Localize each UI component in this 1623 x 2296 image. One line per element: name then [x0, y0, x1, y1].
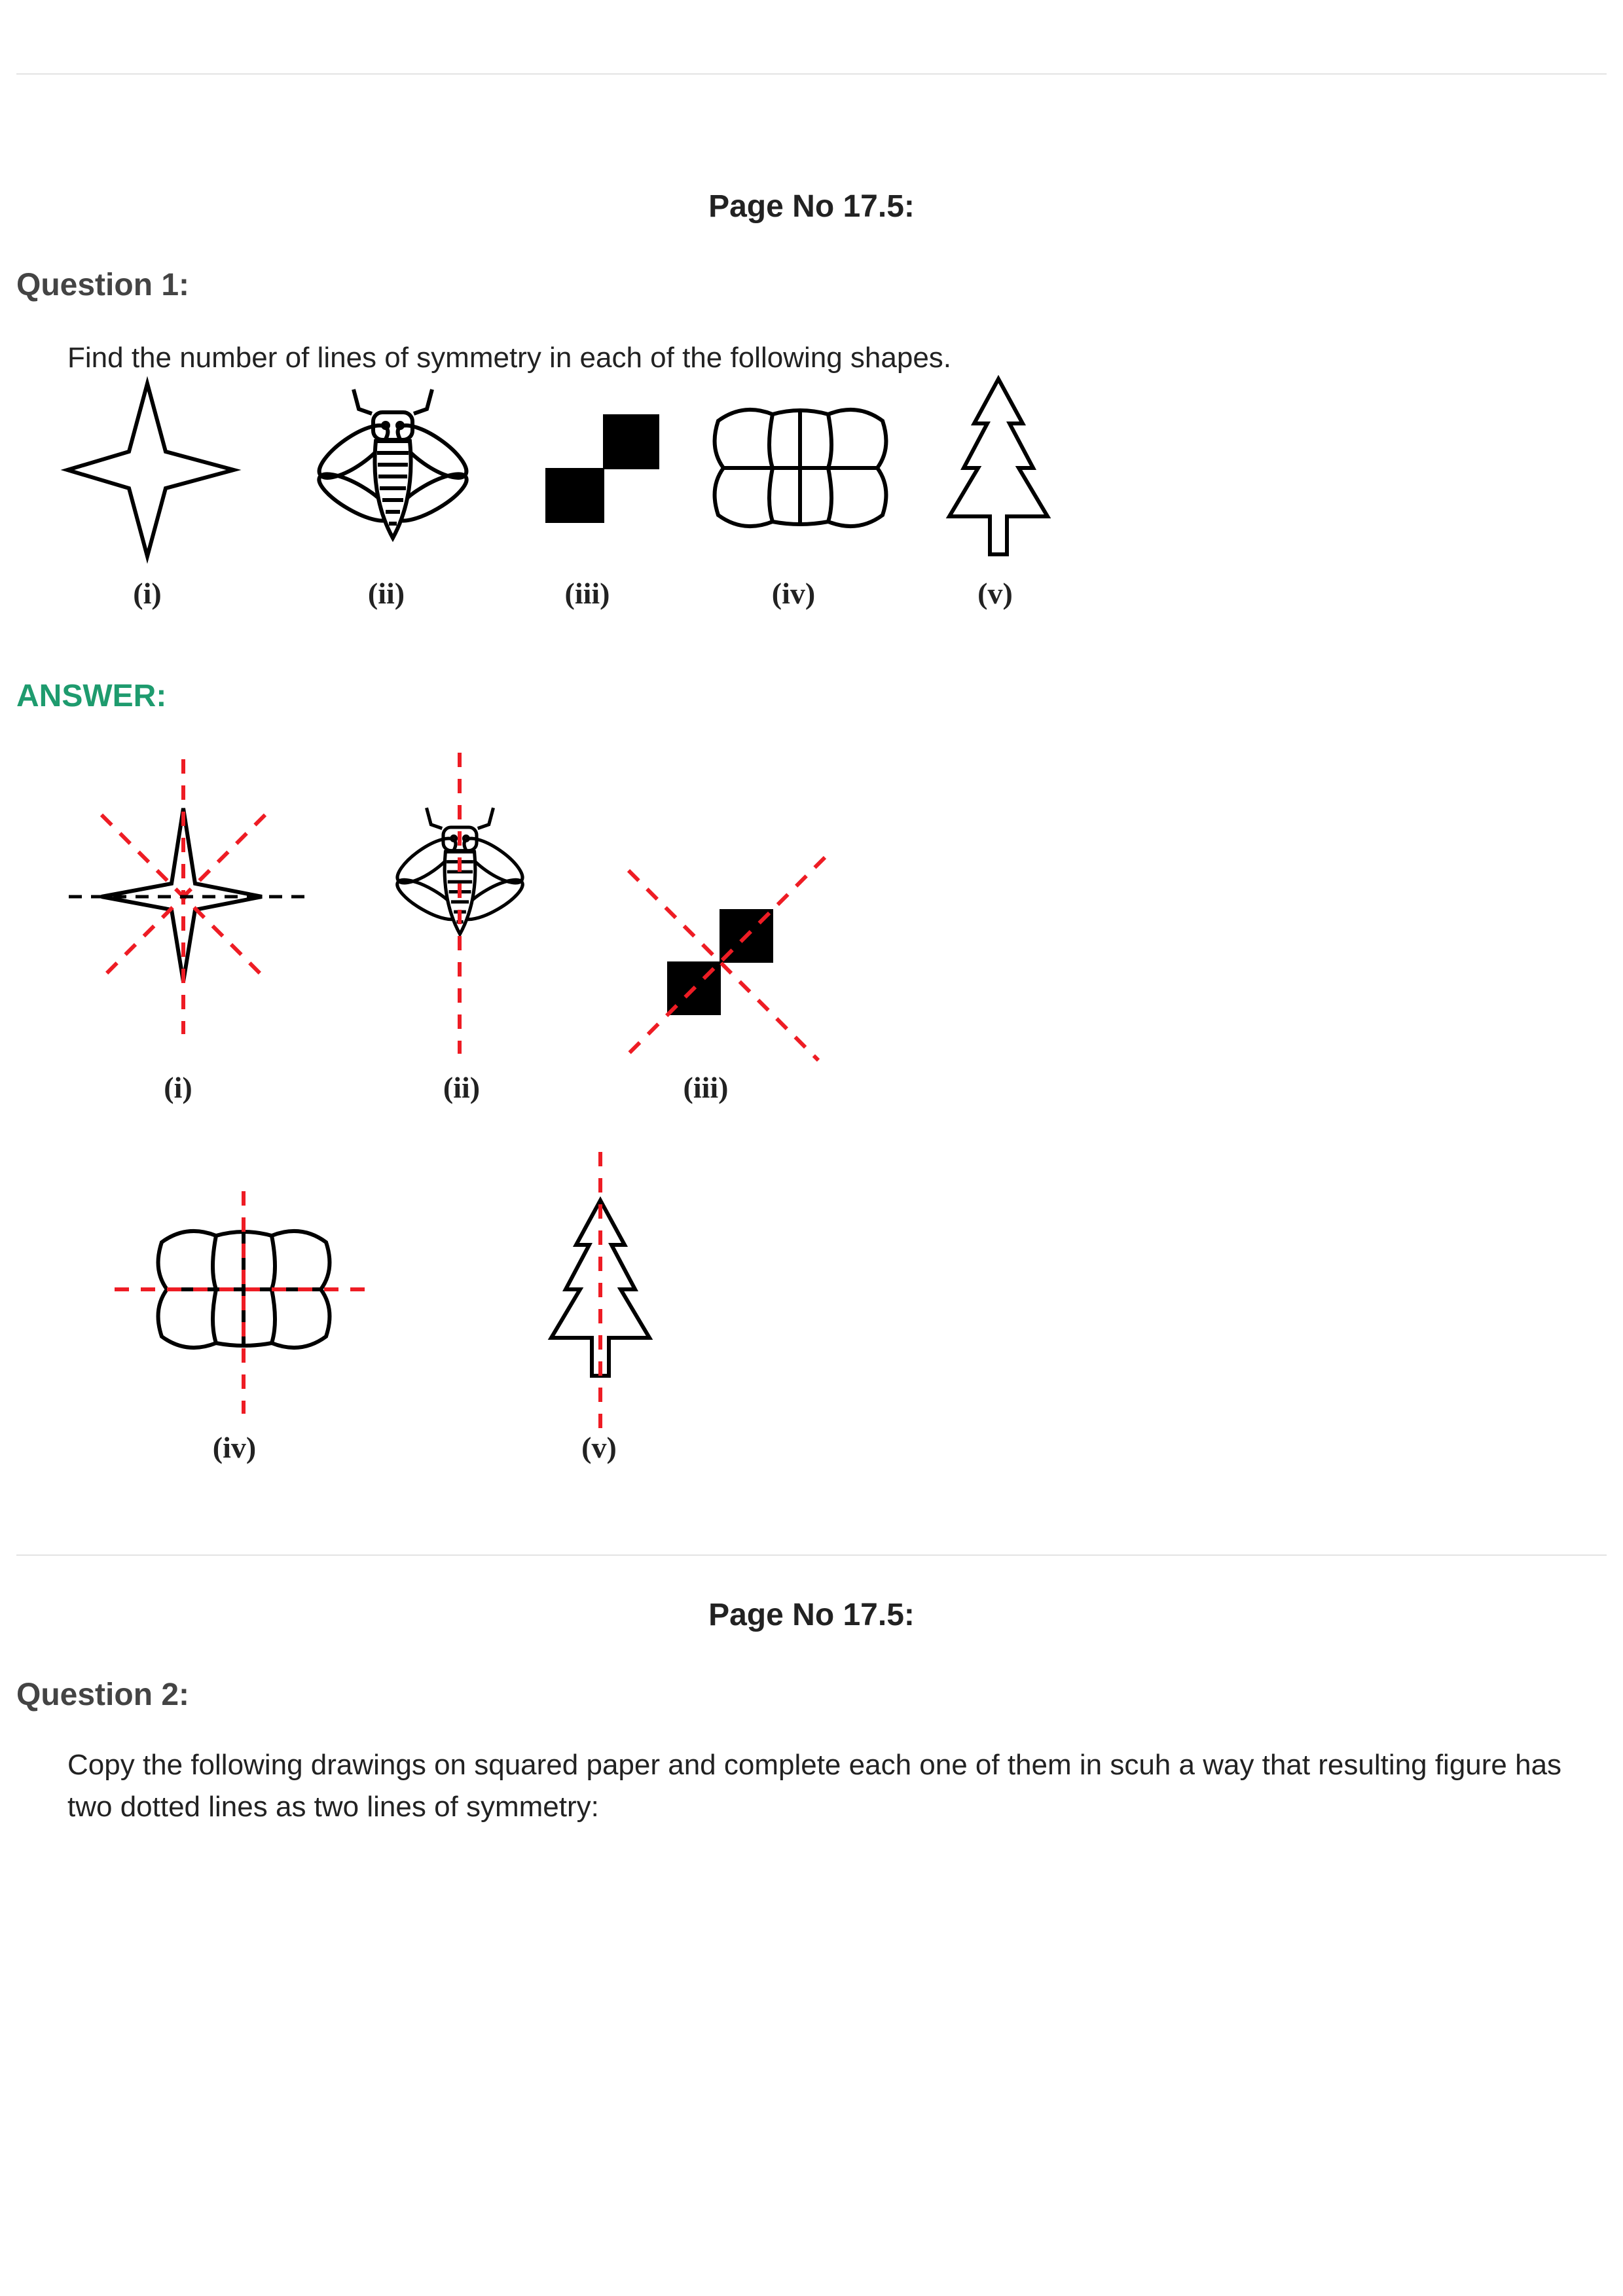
answer-label-iv: (iv): [212, 1431, 257, 1464]
top-divider: [16, 73, 1607, 75]
question-1-text: Find the number of lines of symmetry in …: [67, 342, 952, 374]
answer-star-figure: [69, 759, 304, 1034]
page-number-heading: Page No 17.5:: [708, 189, 915, 224]
tree-shape-figure: [945, 374, 1051, 556]
section-divider: [16, 1554, 1607, 1556]
figure-label-v: (v): [977, 577, 1013, 610]
star-shape-figure: [60, 376, 242, 564]
figure-label-ii: (ii): [367, 577, 405, 610]
answer-label-v: (v): [581, 1431, 617, 1464]
answer-label-i: (i): [164, 1071, 192, 1104]
question-2-text: Copy the following drawings on squared p…: [67, 1749, 1562, 1823]
answer-label-iii: (iii): [683, 1071, 729, 1104]
question-2-heading: Question 2:: [16, 1677, 190, 1712]
answer-insect-figure: [395, 753, 524, 1054]
answer-label-ii: (ii): [443, 1071, 481, 1104]
page-number-heading-2: Page No 17.5:: [708, 1598, 915, 1632]
squares-shape-figure: [545, 414, 659, 523]
figure-label-iv: (iv): [771, 577, 816, 610]
figure-label-i: (i): [133, 577, 162, 610]
insect-shape-figure: [317, 389, 469, 543]
answer-squares-figure: [627, 855, 827, 1062]
answer-bow-figure: [115, 1191, 370, 1414]
answer-heading: ANSWER:: [16, 679, 167, 713]
bow-shape-figure: [712, 407, 888, 529]
answer-tree-figure: [547, 1152, 653, 1433]
question-1-heading: Question 1:: [16, 268, 190, 302]
figure-label-iii: (iii): [564, 577, 610, 610]
